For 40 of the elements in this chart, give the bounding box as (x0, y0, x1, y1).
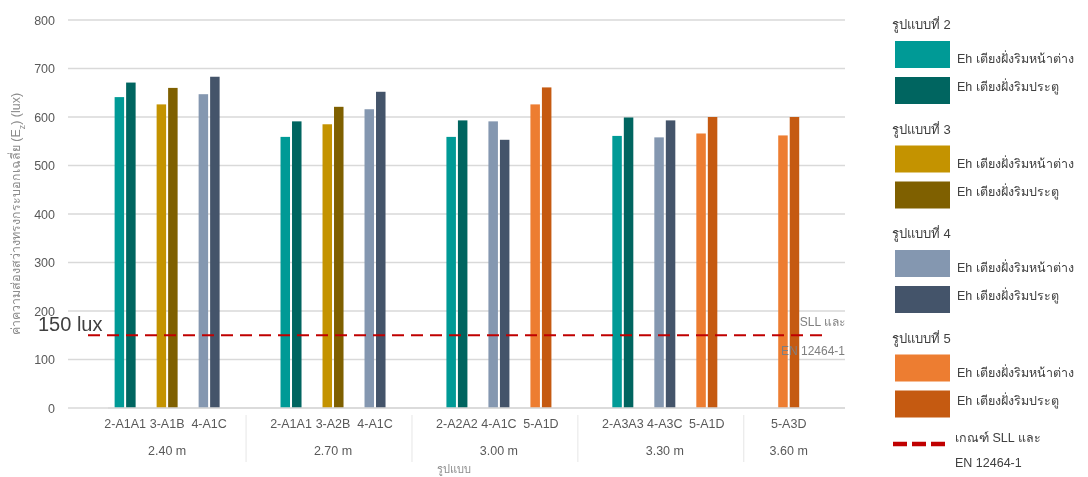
x-tick-label: 3-A2B (315, 417, 351, 431)
x-tick-label: 5-A3D (771, 417, 807, 431)
text: 3.00 m (479, 444, 519, 458)
x-tick-label: 3-A1B (149, 417, 185, 431)
y-tick-label: 500 (34, 159, 56, 173)
y-tick-label: 300 (34, 256, 56, 270)
text: รูปแบบที่ 5 (892, 330, 951, 346)
legend-label: Eh เตียงฝั่งริมประตู (957, 287, 1059, 304)
y-tick-label: 400 (34, 207, 56, 222)
text: 3.60 m (769, 444, 808, 458)
text: รูปแบบที่ 3 (892, 121, 951, 137)
x-tick-label: 2-A3A3 (601, 417, 644, 431)
x-axis-title: รูปแบบ (437, 463, 471, 476)
text: 2.40 m (148, 444, 187, 458)
text: 3.30 m (645, 444, 684, 458)
y-tick-label: 800 (34, 13, 56, 28)
text: รูปแบบที่ 4 (892, 226, 951, 241)
x-tick-label: 4-A1C (191, 417, 227, 431)
x-tick-label: 2-A1A1 (104, 417, 147, 431)
legend-label: Eh เตียงฝั่งริมประตู (957, 78, 1059, 95)
y-tick-label: 0 (48, 401, 56, 416)
text: เกณฑ์ SLL และ EN 12464-1 (955, 431, 1041, 470)
text: 2.70 m (313, 444, 353, 458)
legend-label: Eh เตียงฝั่งริมหน้าต่าง (957, 154, 1074, 171)
y-tick-label: 600 (34, 110, 56, 125)
x-tick-label: 5-A1D (689, 417, 725, 431)
x-tick-label: 4-A1C (481, 417, 517, 431)
x-tick-label: 4-A1C (357, 417, 393, 431)
y-tick-label: 100 (34, 353, 56, 367)
x-tick-label: 4-A3C (647, 417, 683, 431)
legend-label: Eh เตียงฝั่งริมหน้าต่าง (957, 259, 1074, 275)
x-tick-label: 2-A2A2 (436, 417, 478, 431)
y-tick-label: 700 (34, 62, 56, 76)
legend-label: Eh เตียงฝั่งริมหน้าต่าง (957, 363, 1074, 380)
text: รูปแบบที่ 2 (892, 17, 951, 32)
legend-label: Eh เตียงฝั่งริมหน้าต่าง (957, 50, 1074, 66)
legend-label: Eh เตียงฝั่งริมประตู (957, 182, 1059, 200)
x-tick-label: 2-A1A1 (270, 417, 312, 431)
x-tick-label: 5-A1D (523, 417, 559, 431)
legend-label: Eh เตียงฝั่งริมประตู (957, 391, 1059, 409)
